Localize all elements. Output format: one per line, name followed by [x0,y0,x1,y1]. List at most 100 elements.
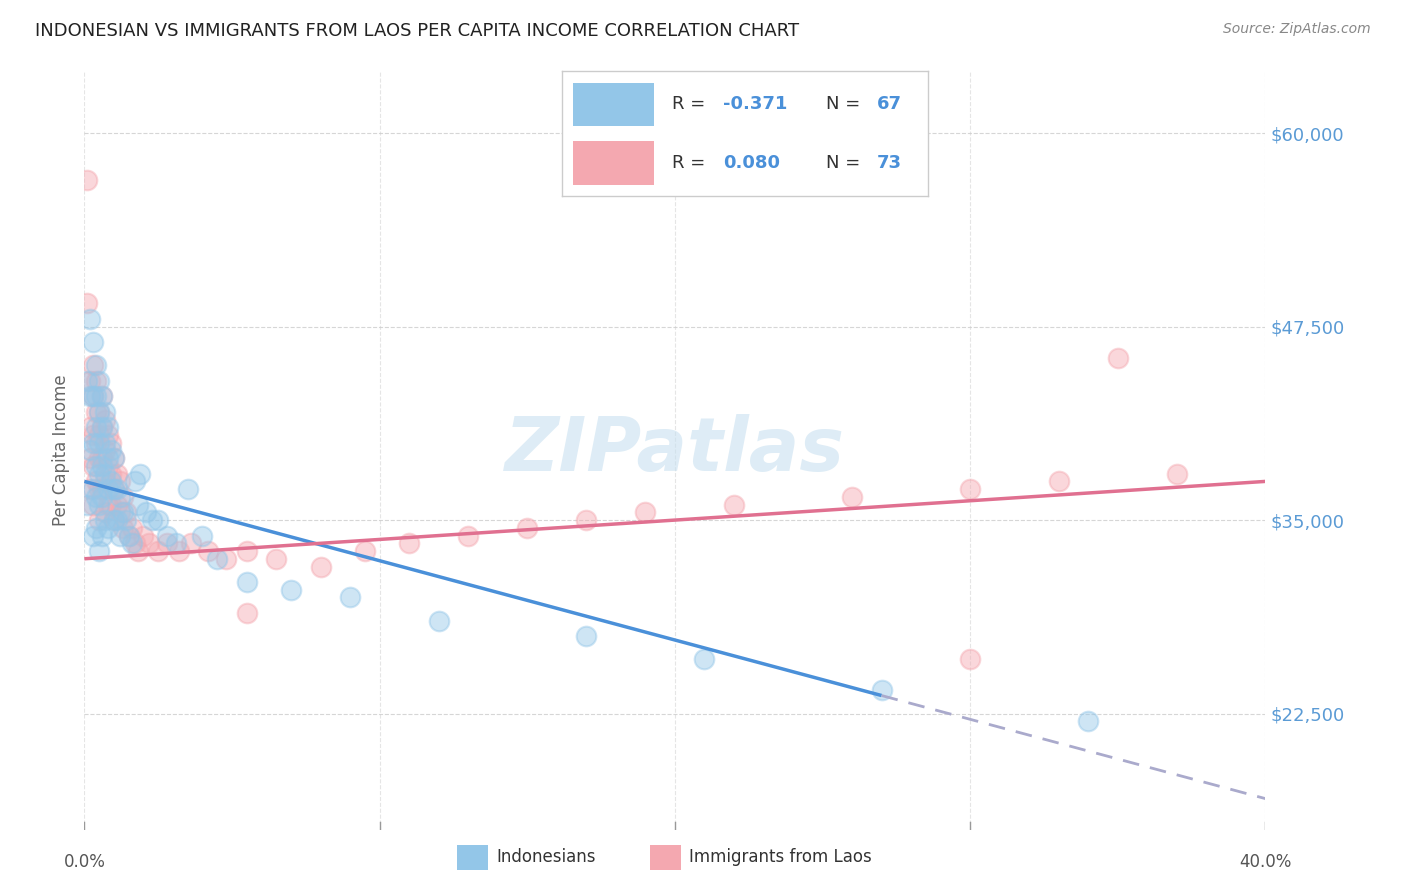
Point [82,335,104,350]
Point [82,482,104,496]
Point [84,521,107,535]
Point [1166,467,1188,481]
Point [82,435,104,450]
Bar [574,141,654,185]
Point [108,528,131,542]
Point [132,528,155,542]
Point [84,490,107,504]
Point [84,420,107,434]
Point [114,505,136,519]
Point [100,435,122,450]
Point [100,475,122,489]
Text: R =: R = [672,153,711,171]
Point [207,551,229,566]
Text: ZIPatlas: ZIPatlas [505,414,845,487]
Point [100,498,122,512]
Point [1047,475,1070,489]
Point [156,536,179,550]
Point [167,544,190,558]
Point [280,582,302,597]
Bar [574,83,654,127]
Point [82,389,104,403]
Point [97,451,120,466]
Point [84,389,107,403]
Point [103,513,125,527]
Point [91,451,114,466]
Point [165,536,187,550]
Text: 40.0%: 40.0% [1239,853,1292,871]
Point [457,528,479,542]
Point [94,505,117,519]
Point [105,482,128,496]
Point [87,451,111,466]
Point [111,490,134,504]
Point [94,513,117,527]
Point [97,482,120,496]
Point [79,389,101,403]
Point [111,505,134,519]
Point [87,428,111,442]
Point [82,458,104,473]
Text: Indonesians: Indonesians [496,848,596,866]
Text: N =: N = [825,153,866,171]
Point [84,435,107,450]
Point [105,467,128,481]
Point [87,544,111,558]
Point [79,420,101,434]
Point [127,498,149,512]
Point [516,521,538,535]
Point [82,389,104,403]
Point [79,482,101,496]
Point [114,513,136,527]
Point [79,443,101,458]
Point [76,374,98,388]
Point [841,490,863,504]
Point [105,498,128,512]
Point [870,683,893,698]
Point [108,475,131,489]
Point [693,652,716,666]
Point [91,528,114,542]
Point [723,498,745,512]
Point [87,513,111,527]
Text: INDONESIAN VS IMMIGRANTS FROM LAOS PER CAPITA INCOME CORRELATION CHART: INDONESIAN VS IMMIGRANTS FROM LAOS PER C… [35,22,799,40]
Point [1107,351,1129,365]
Point [236,606,259,620]
Point [76,296,98,310]
Point [87,435,111,450]
Point [87,482,111,496]
Point [177,482,200,496]
Point [427,614,450,628]
Point [82,428,104,442]
Point [108,505,131,519]
Point [180,536,202,550]
Point [634,505,657,519]
Text: 67: 67 [877,95,901,112]
Point [105,513,128,527]
Point [82,359,104,373]
Point [91,458,114,473]
Point [266,551,288,566]
Text: Immigrants from Laos: Immigrants from Laos [689,848,872,866]
Point [135,505,157,519]
Text: 0.080: 0.080 [723,153,780,171]
Point [87,405,111,419]
Point [124,475,146,489]
Point [91,482,114,496]
Point [339,591,361,605]
Point [236,544,259,558]
Point [84,374,107,388]
Point [309,559,332,574]
Point [84,458,107,473]
Point [121,521,143,535]
Point [959,652,981,666]
Point [118,528,141,542]
Point [398,536,420,550]
Point [121,536,143,550]
Point [87,467,111,481]
Point [79,374,101,388]
Point [97,498,120,512]
Point [91,389,114,403]
Point [959,482,981,496]
Point [575,513,598,527]
